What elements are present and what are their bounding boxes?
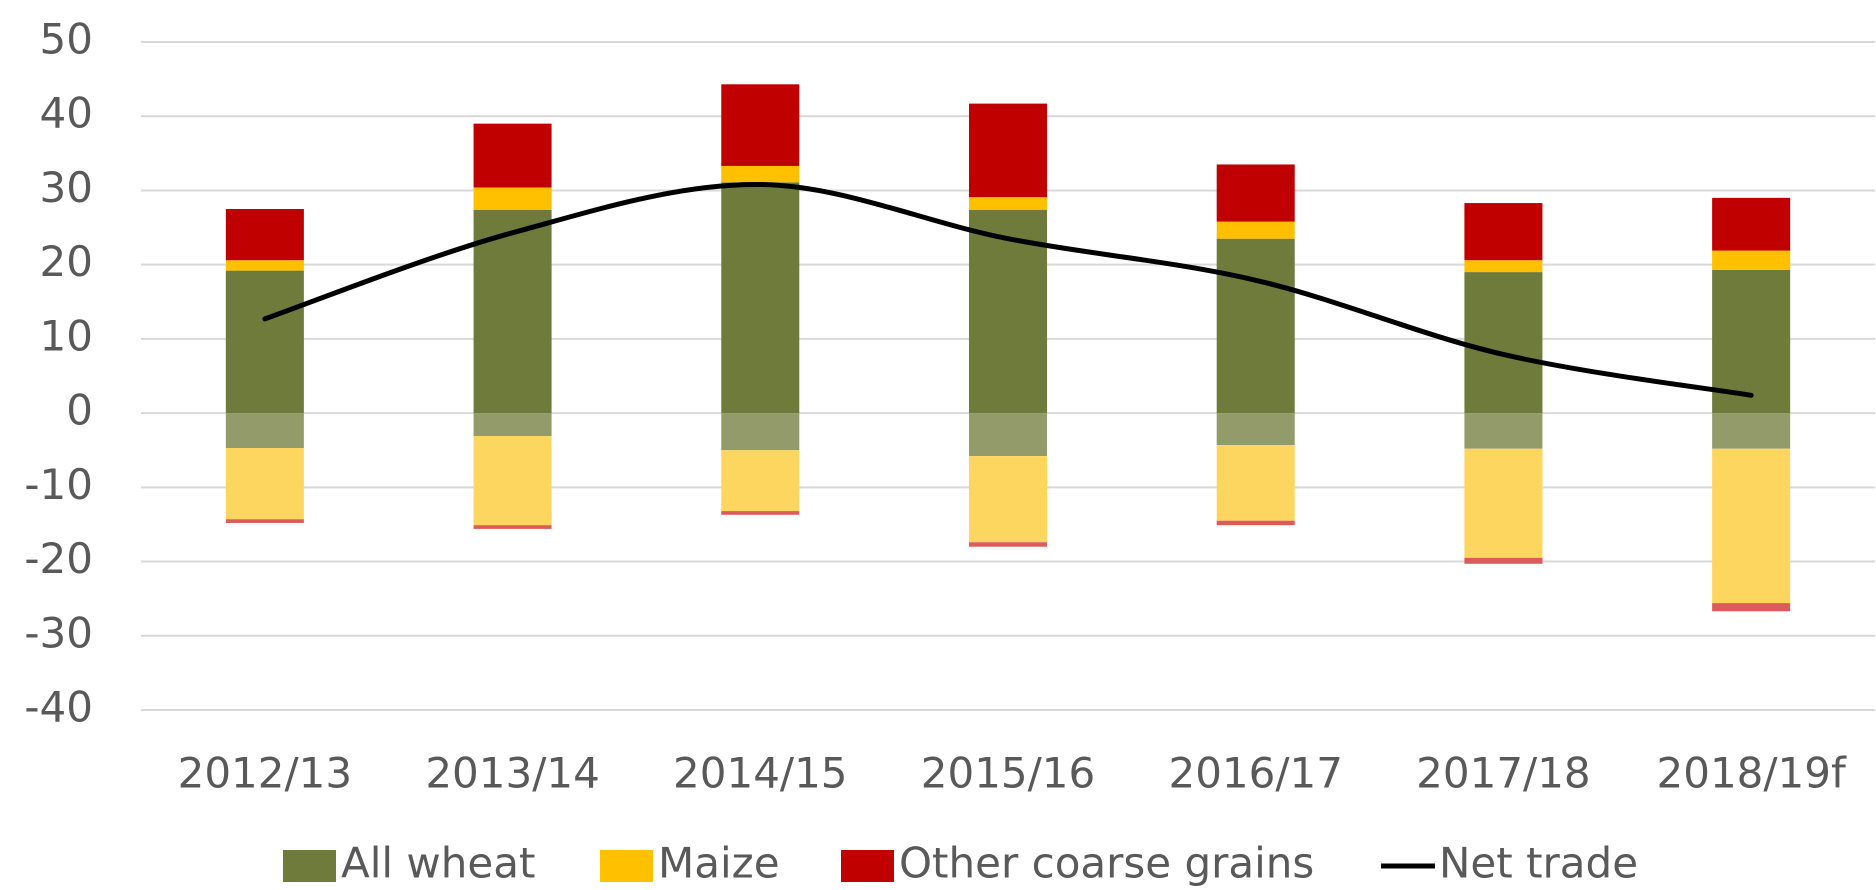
bar-segment (1712, 197, 1791, 251)
bar-segment-negative (968, 413, 1048, 457)
bar-segment (225, 209, 304, 261)
bar-segment-negative (721, 450, 800, 512)
y-tick-label: 10 (40, 311, 93, 360)
bar-segment-negative (968, 456, 1048, 543)
bar-segment (968, 197, 1048, 210)
x-tick-label: 2015/16 (921, 749, 1095, 798)
bar-segment-negative (1216, 413, 1295, 446)
y-tick-label: -10 (24, 460, 93, 509)
bar-segment-negative (1216, 445, 1295, 521)
bar-segment (473, 187, 552, 210)
y-tick-label: 0 (66, 386, 93, 435)
bar-segment (1216, 164, 1295, 222)
bar-segment-negative (1216, 520, 1295, 526)
y-tick-label: -40 (24, 683, 93, 732)
bar-segment (968, 103, 1048, 198)
x-tick-label: 2017/18 (1416, 749, 1590, 798)
bar-segment (225, 270, 304, 414)
bar-segment-negative (1712, 603, 1791, 612)
bar-segment-negative (968, 542, 1048, 547)
y-tick-label: 30 (40, 163, 93, 212)
bar-segment (473, 123, 552, 188)
bar-segment-negative (473, 413, 552, 437)
legend-swatch (283, 850, 336, 882)
x-tick-label: 2018/19f (1657, 749, 1847, 798)
legend-swatch (600, 850, 653, 882)
bar-segment (721, 165, 800, 183)
legend-label: Net trade (1439, 839, 1638, 888)
y-tick-label: -30 (24, 608, 93, 657)
bar-segment-negative (721, 511, 800, 515)
bar-segment-negative (225, 413, 304, 448)
bar-segment-negative (1712, 413, 1791, 449)
bar-segment (1712, 250, 1791, 270)
net-trade-line (262, 182, 1754, 398)
legend-swatch (841, 850, 894, 882)
bar-segment-negative (1712, 448, 1791, 604)
legend-label: Other coarse grains (899, 839, 1314, 888)
y-tick-label: 50 (40, 15, 93, 64)
bar-segment (225, 260, 304, 271)
y-tick-label: 20 (40, 237, 93, 286)
y-tick-label: 40 (40, 89, 93, 138)
bar-segment (721, 182, 800, 414)
bar-segment (1464, 260, 1543, 273)
bar-segment (1464, 203, 1543, 261)
y-tick-label: -20 (24, 534, 93, 583)
x-tick-label: 2016/17 (1168, 749, 1342, 798)
legend-label: Maize (658, 839, 780, 888)
legend-label: All wheat (341, 839, 535, 888)
x-tick-label: 2014/15 (673, 749, 847, 798)
bar-segment (1216, 221, 1295, 239)
bar-segment-negative (473, 436, 552, 526)
bar-segment-negative (473, 525, 552, 529)
bar-segment-negative (1464, 448, 1543, 558)
x-tick-label: 2012/13 (178, 749, 352, 798)
x-tick-label: 2013/14 (425, 749, 599, 798)
bar-segment-negative (1464, 557, 1543, 564)
bar-segment (473, 209, 552, 414)
bar-segment (1464, 272, 1543, 414)
bar-segment-negative (721, 413, 800, 451)
bar-segment-negative (225, 447, 304, 520)
bar-segment-negative (225, 519, 304, 523)
bar-segment-negative (1464, 413, 1543, 449)
bar-segment (1216, 238, 1295, 414)
bar-segment (721, 84, 800, 166)
